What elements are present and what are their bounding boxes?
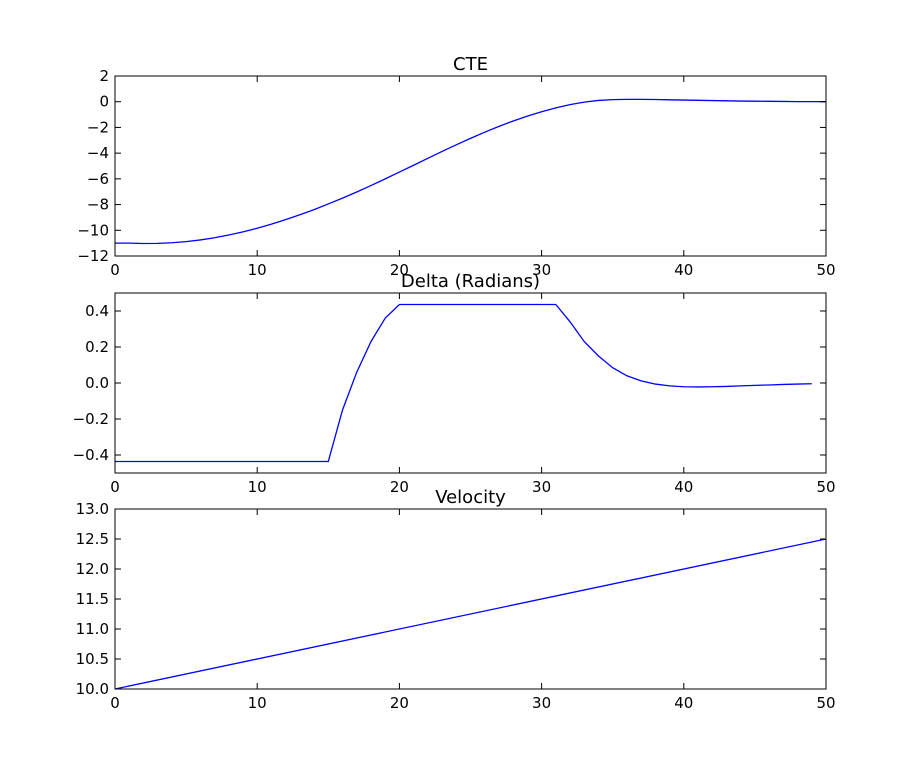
y-tick-label-1-3: 0.2 [85,338,109,356]
x-tick-label-0-3: 30 [532,261,551,279]
x-tick-label-0-5: 50 [816,261,835,279]
y-tick-label-1-1: −0.2 [73,410,109,428]
x-tick-label-1-0: 0 [110,478,120,496]
x-tick-label-1-3: 30 [532,478,551,496]
x-tick-label-0-1: 10 [248,261,267,279]
y-tick-label-0-4: −4 [87,144,109,162]
y-tick-label-2-2: 11.0 [76,620,109,638]
series-line-0-0 [115,98,827,245]
charts-container: 0 10 20 30 40 50 −12 −10 −8 −6 −4 −2 0 2 CTE 0 10 20 30 40 5… [73,54,836,712]
chart-panel-1: 0 10 20 30 40 50 −0.4 −0.2 0.0 0.2 0.4 Delta (Radia… [73,271,836,496]
y-tick-label-2-3: 11.5 [76,590,109,608]
series-line-2-0 [114,538,827,690]
y-tick-label-2-6: 13.0 [76,500,109,518]
y-tick-label-2-4: 12.0 [76,560,109,578]
y-tick-label-2-1: 10.5 [76,650,109,668]
x-tick-label-2-4: 40 [674,694,693,712]
x-tick-label-0-0: 0 [110,261,120,279]
y-tick-label-0-3: −6 [87,170,109,188]
series-line-1-0 [115,303,812,463]
y-tick-label-1-4: 0.4 [85,302,109,320]
y-tick-label-0-0: −12 [77,247,109,265]
chart-panel-2: 0 10 20 30 40 50 10.0 10.5 11.0 11.5 12.0 12.5 13.0 V… [76,487,836,712]
x-tick-label-2-0: 0 [110,694,120,712]
y-tick-label-1-0: −0.4 [73,446,109,464]
x-tick-label-1-5: 50 [816,478,835,496]
chart-panel-0: 0 10 20 30 40 50 −12 −10 −8 −6 −4 −2 0 2 CTE [77,54,835,279]
x-tick-label-2-3: 30 [532,694,551,712]
y-tick-label-0-5: −2 [87,118,109,136]
chart-title-2: Velocity [435,487,506,508]
x-tick-label-2-1: 10 [248,694,267,712]
x-tick-label-0-4: 40 [674,261,693,279]
y-tick-label-1-2: 0.0 [85,374,109,392]
axes-frame-0 [114,75,827,257]
y-tick-label-2-5: 12.5 [76,530,109,548]
x-tick-label-2-5: 50 [816,694,835,712]
chart-title-0: CTE [453,54,488,75]
chart-title-1: Delta (Radians) [401,271,540,292]
x-tick-label-1-1: 10 [248,478,267,496]
y-tick-label-2-0: 10.0 [76,680,109,698]
y-tick-label-0-7: 2 [99,67,109,85]
y-tick-label-0-1: −10 [77,221,109,239]
y-tick-label-0-2: −8 [87,196,109,214]
y-tick-label-0-6: 0 [99,93,109,111]
x-tick-label-0-2: 20 [390,261,409,279]
x-tick-label-1-4: 40 [674,478,693,496]
x-tick-label-1-2: 20 [390,478,409,496]
x-tick-label-2-2: 20 [390,694,409,712]
